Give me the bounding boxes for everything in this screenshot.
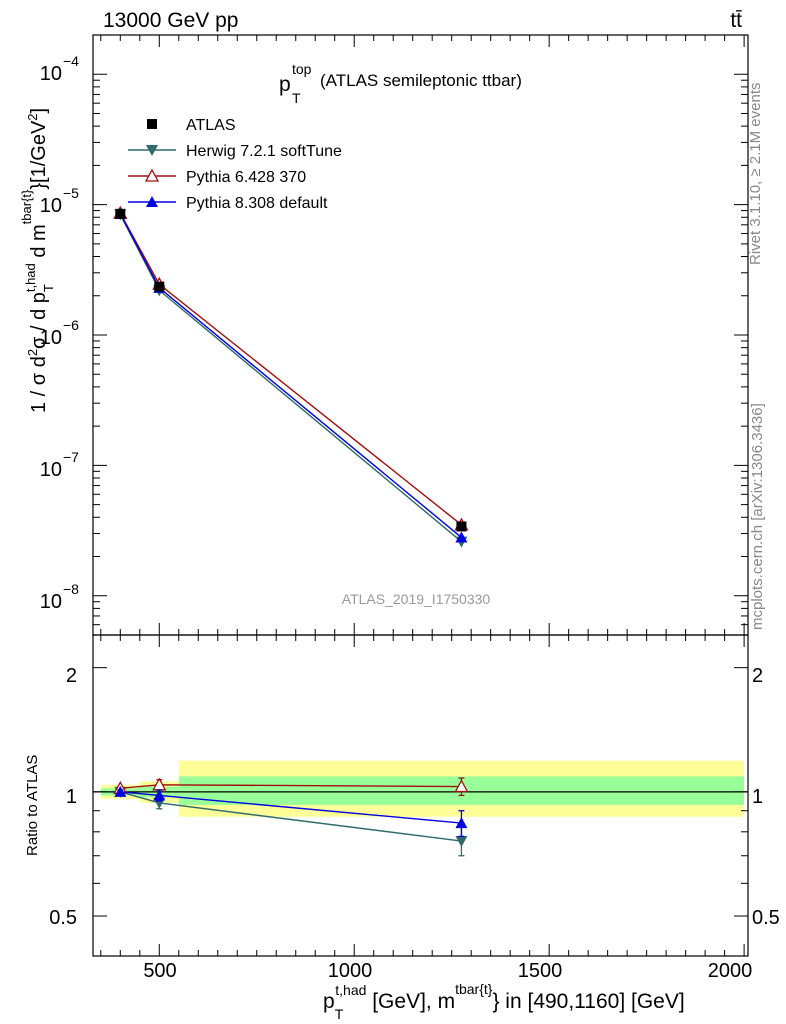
rivet-version-label: Rivet 3.1.10, ≥ 2.1M events xyxy=(747,83,764,266)
legend-label: Pythia 8.308 default xyxy=(186,195,328,212)
main-tick-exponent: −7 xyxy=(63,449,79,465)
main-tick-exponent: −6 xyxy=(63,317,79,333)
ratio-tick-label-right: 2 xyxy=(752,665,763,687)
main-tick-exponent: −5 xyxy=(63,185,79,201)
main-series-group xyxy=(113,205,469,548)
marker-triangle-up xyxy=(455,531,468,543)
title-symbol: p xyxy=(279,73,291,96)
energy-label: 13000 GeV pp xyxy=(103,9,238,32)
marker-triangle-up xyxy=(146,196,158,207)
marker-triangle-down xyxy=(146,145,158,156)
title-subscript: T xyxy=(292,90,301,106)
main-tick-label: 10 xyxy=(40,63,62,85)
x-axis-title: pTt,had [GeV], mtbar{t}} in [490,1160] [… xyxy=(323,981,685,1022)
mcplots-label: mcplots.cern.ch [arXiv:1306.3436] xyxy=(749,403,766,630)
main-tick-label: 10 xyxy=(40,459,62,481)
marker-triangle-up xyxy=(455,817,468,829)
main-tick-label: 10 xyxy=(40,591,62,613)
ratio-tick-label-right: 1 xyxy=(752,786,763,808)
analysis-watermark: ATLAS_2019_I1750330 xyxy=(342,591,491,607)
legend-label: ATLAS xyxy=(186,117,236,134)
main-tick-label: 10 xyxy=(40,327,62,349)
main-tick-exponent: −4 xyxy=(63,53,79,69)
series-line xyxy=(119,214,462,543)
title-description: (ATLAS semileptonic ttbar) xyxy=(320,71,522,90)
series-line xyxy=(119,213,462,538)
ratio-panel-frame xyxy=(92,634,749,957)
marker-triangle-up-open xyxy=(454,779,469,793)
plot-title: p top T (ATLAS semileptonic ttbar) xyxy=(279,61,522,106)
marker-square xyxy=(154,281,165,292)
legend-label: Pythia 6.428 370 xyxy=(186,169,306,186)
x-tick-label: 500 xyxy=(143,960,176,982)
ratio-tick-label: 1 xyxy=(66,786,77,808)
ratio-tick-label-right: 0.5 xyxy=(752,907,780,929)
ratio-tick-label: 0.5 xyxy=(49,907,77,929)
main-y-axis-title: 1 / σ d2σ / d pTt,had d mtbar{t}}[1/GeV2… xyxy=(19,108,56,413)
x-tick-label: 1000 xyxy=(328,960,373,982)
x-tick-label: 1500 xyxy=(518,960,563,982)
main-y-tick-labels: 10 −4 10 −5 10 −6 10 −7 10 −8 xyxy=(40,53,79,613)
title-superscript: top xyxy=(292,61,312,77)
marker-triangle-up xyxy=(114,785,127,797)
x-tick-labels: 500 1000 1500 2000 xyxy=(143,960,752,982)
marker-square xyxy=(456,521,467,532)
marker-triangle-up xyxy=(153,789,166,801)
x-tick-label: 2000 xyxy=(708,960,753,982)
main-tick-label: 10 xyxy=(40,195,62,217)
ratio-y-tick-labels: 2 1 0.5 2 1 0.5 xyxy=(49,665,780,929)
marker-triangle-up-open xyxy=(144,168,160,182)
series-line xyxy=(119,212,462,526)
ratio-series-group xyxy=(113,777,469,857)
marker-triangle-down xyxy=(455,836,468,848)
marker-square xyxy=(147,119,157,129)
process-label: tt̄ xyxy=(730,9,742,32)
ratio-y-axis-title: Ratio to ATLAS xyxy=(24,755,41,856)
main-tick-exponent: −8 xyxy=(63,581,79,597)
ratio-bands xyxy=(93,760,748,817)
legend-label: Herwig 7.2.1 softTune xyxy=(186,143,342,160)
axis-ticks xyxy=(93,34,748,956)
legend: ATLAS Herwig 7.2.1 softTune Pythia 6.428… xyxy=(128,117,342,212)
marker-square xyxy=(115,208,126,219)
ratio-tick-label: 2 xyxy=(66,665,77,687)
